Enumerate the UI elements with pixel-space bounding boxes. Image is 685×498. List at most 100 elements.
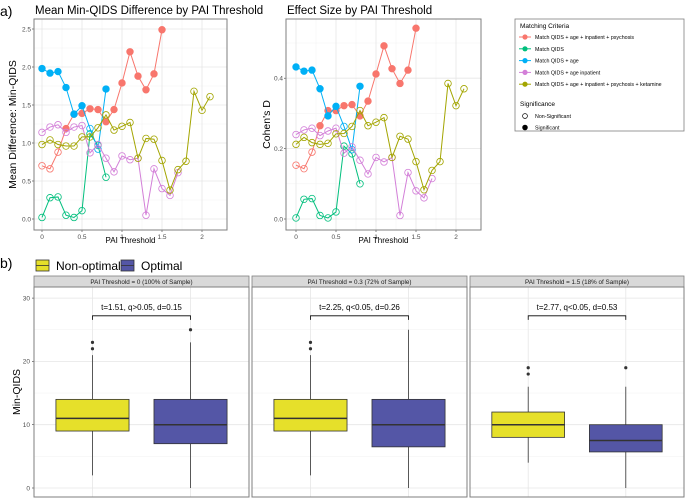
- box-iqr: [371, 398, 446, 448]
- y-axis-label: Mean Difference: Min-QIDS: [7, 60, 19, 189]
- data-point: [356, 180, 364, 188]
- data-point: [118, 152, 126, 160]
- data-point: [380, 158, 388, 166]
- data-point: [38, 64, 46, 73]
- data-point: [102, 173, 110, 181]
- legend-box: [514, 18, 685, 132]
- data-point: [62, 211, 70, 219]
- x-axis-label: PAI Threshold: [359, 236, 409, 245]
- data-point: [142, 134, 150, 143]
- box-legend-label: Optimal: [141, 259, 182, 273]
- data-point: [46, 165, 54, 173]
- data-point: [308, 124, 316, 132]
- data-point: [316, 85, 324, 93]
- data-point: [38, 140, 46, 149]
- data-point: [348, 143, 356, 151]
- data-point: [62, 142, 70, 150]
- data-point: [158, 26, 166, 34]
- facet-panel-1: t=1.51, q>0.05, d=0.15 PAI Threshold = 0 …: [33, 275, 250, 498]
- data-point: [110, 168, 118, 176]
- chart-title: Mean Min-QIDS Difference by PAI Threshol…: [35, 5, 263, 17]
- x-tick-label: 0.5: [77, 234, 86, 241]
- data-point: [452, 101, 460, 110]
- data-point: [364, 97, 372, 105]
- legend-item: Match QIDS + age + inpatient + psychosis…: [519, 81, 662, 88]
- legend: Matching Criteria Match QIDS + age + inpa…: [514, 18, 685, 132]
- data-point: [94, 140, 102, 149]
- box-non-optimal: [273, 340, 348, 476]
- data-point: [126, 48, 134, 56]
- plot-border: [285, 18, 482, 231]
- legend-label: Match QIDS + age: [535, 59, 579, 65]
- legend-label: Match QIDS + age + inpatient + psychosis: [535, 35, 634, 41]
- data-point: [388, 153, 396, 162]
- box-optimal: [371, 329, 446, 488]
- filled-circle-icon: [522, 124, 528, 131]
- legend-point: [522, 58, 528, 64]
- box-optimal: [589, 366, 663, 488]
- data-point: [396, 79, 404, 88]
- data-point: [86, 149, 94, 157]
- x-tick-label: 1.5: [157, 234, 166, 241]
- significance-bracket: [92, 315, 191, 320]
- line-chart-2: 0 0.5 1 1.5 2 0.0 0.2 0.4 Effect Size by PAI Thr…: [261, 5, 482, 245]
- legend-point: [522, 81, 528, 87]
- data-point: [182, 157, 190, 165]
- x-tick-label: 2: [200, 234, 204, 241]
- data-point: [62, 128, 70, 137]
- box-non-optimal: [55, 340, 130, 476]
- legend-title-matching: Matching Criteria: [520, 23, 570, 30]
- data-point: [300, 195, 308, 203]
- plot-border: [251, 286, 468, 498]
- facet-panel-2: t=2.25, q<0.05, d=0.26 PAI Threshold = 0.…: [251, 275, 468, 498]
- data-point: [428, 166, 436, 175]
- plot-border: [469, 286, 685, 498]
- legend-label: Match QIDS + age + inpatient + psychosis…: [535, 82, 662, 88]
- data-point: [340, 149, 348, 157]
- data-point: [292, 63, 300, 71]
- data-point: [340, 129, 348, 138]
- data-point: [380, 113, 388, 122]
- data-point: [38, 162, 46, 170]
- data-point: [86, 133, 94, 141]
- data-point: [158, 156, 166, 165]
- y-tick-label: 1.5: [22, 102, 31, 109]
- y-tick-label: 2.0: [22, 64, 31, 71]
- facet-strip-label: PAI Threshold = 1.5 (18% of Sample): [525, 279, 629, 286]
- legend-point: [522, 46, 528, 52]
- data-point: [110, 105, 118, 114]
- open-circle-icon: [522, 113, 528, 119]
- facet-strip-label: PAI Threshold = 0 (100% of Sample): [90, 279, 192, 286]
- data-point: [134, 154, 142, 162]
- outlier-point: [526, 372, 530, 376]
- data-point: [94, 145, 102, 153]
- significance-annotation: t=2.77, q<0.05, d=0.53: [537, 303, 618, 312]
- data-point: [348, 150, 356, 158]
- data-point: [372, 118, 380, 126]
- box-legend-label: Non-optimal: [56, 259, 121, 273]
- data-point: [190, 87, 198, 96]
- data-point: [324, 139, 332, 148]
- y-tick-label: 0.0: [22, 216, 31, 223]
- box-legend-item: Optimal: [120, 259, 182, 273]
- data-point: [142, 86, 150, 94]
- data-point: [308, 148, 316, 156]
- outlier-point: [308, 347, 313, 351]
- x-tick-label: 2: [454, 234, 458, 241]
- data-point: [150, 70, 158, 78]
- y-tick-label: 0.4: [274, 76, 283, 83]
- data-point: [94, 105, 102, 114]
- data-point: [70, 123, 78, 131]
- data-point: [102, 154, 110, 162]
- x-axis-label: PAI Threshold: [106, 236, 156, 245]
- legend-label: Non-Significant: [535, 114, 571, 120]
- data-point: [444, 79, 452, 88]
- data-point: [460, 85, 468, 93]
- data-point: [166, 186, 174, 194]
- legend-item: Match QIDS: [519, 46, 564, 53]
- data-point: [412, 187, 420, 195]
- facet-strip-label: PAI Threshold = 0.3 (72% of Sample): [308, 279, 412, 286]
- data-point: [380, 42, 388, 50]
- legend-label: Significant: [535, 126, 560, 132]
- data-point: [300, 126, 308, 134]
